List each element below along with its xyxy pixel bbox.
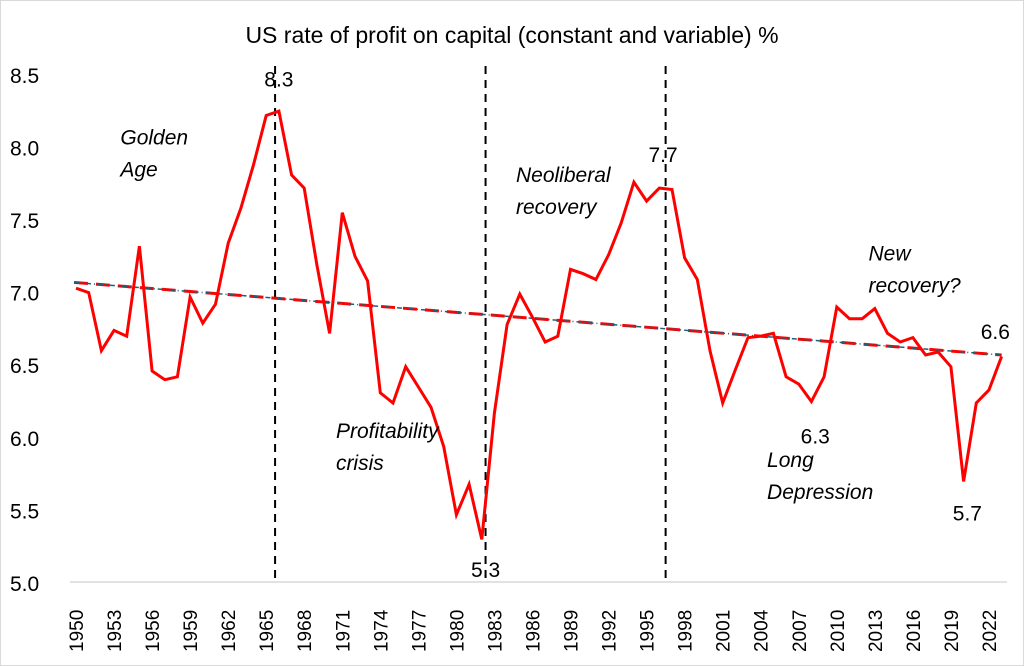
data-label: 7.7 xyxy=(648,144,677,167)
chart-title: US rate of profit on capital (constant a… xyxy=(245,22,778,48)
annotation-line: Long xyxy=(767,449,814,472)
period-annotation: Profitability crisis xyxy=(336,420,440,475)
x-tick-label: 1980 xyxy=(447,610,468,652)
x-tick-label: 2001 xyxy=(714,610,735,652)
annotation-line: Golden xyxy=(120,126,188,149)
x-tick-label: 2022 xyxy=(980,610,1001,652)
x-tick-label: 2019 xyxy=(942,610,963,652)
x-tick-label: 2010 xyxy=(828,610,849,652)
x-tick-label: 1968 xyxy=(295,610,316,652)
period-annotation: Long Depression xyxy=(767,449,873,504)
data-labels: 8.3 5.3 7.7 6.3 5.7 6.6 xyxy=(264,68,1010,582)
trend-dashed-line xyxy=(73,280,1002,357)
y-tick-label: 5.0 xyxy=(10,573,39,596)
x-tick-label: 1983 xyxy=(485,610,506,652)
data-label: 5.3 xyxy=(471,559,500,582)
x-tick-label: 1992 xyxy=(600,610,621,652)
x-tick-label: 2016 xyxy=(904,610,925,652)
data-label: 8.3 xyxy=(264,68,293,91)
data-label: 6.3 xyxy=(801,426,830,449)
y-tick-label: 7.0 xyxy=(10,283,39,306)
profit-rate-line xyxy=(75,109,1004,540)
annotation-line: crisis xyxy=(336,452,384,475)
x-tick-label: 1959 xyxy=(181,610,202,652)
period-annotation: New recovery? xyxy=(869,243,962,298)
data-label: 5.7 xyxy=(953,503,982,526)
x-tick-label: 1956 xyxy=(143,610,164,652)
y-tick-label: 5.5 xyxy=(10,500,39,523)
y-tick-label: 8.0 xyxy=(10,137,39,160)
data-label: 6.6 xyxy=(981,321,1010,344)
annotation-line: Depression xyxy=(767,481,873,504)
x-tick-label: 1971 xyxy=(333,610,354,652)
x-tick-label: 2013 xyxy=(866,610,887,652)
y-tick-label: 7.5 xyxy=(10,210,39,233)
x-tick-label: 2007 xyxy=(790,610,811,652)
x-tick-label: 1962 xyxy=(219,610,240,652)
y-axis: 5.0 5.5 6.0 6.5 7.0 7.5 8.0 8.5 xyxy=(10,65,39,596)
annotation-line: New xyxy=(869,243,913,266)
annotation-line: recovery xyxy=(516,196,598,219)
annotation-line: Neoliberal xyxy=(516,164,612,187)
annotation-line: recovery? xyxy=(869,275,962,298)
x-tick-label: 1950 xyxy=(67,610,88,652)
profit-series xyxy=(75,109,1004,540)
period-annotations: Golden Age Profitability crisis Neoliberal re… xyxy=(118,126,961,503)
x-tick-label: 1998 xyxy=(676,610,697,652)
x-tick-label: 1995 xyxy=(638,610,659,652)
x-tick-label: 2004 xyxy=(752,609,773,652)
x-tick-label: 1977 xyxy=(409,610,430,652)
x-tick-label: 1986 xyxy=(523,610,544,652)
period-dividers xyxy=(274,66,667,582)
x-tick-label: 1974 xyxy=(371,609,392,652)
annotation-line: Age xyxy=(118,158,157,181)
period-annotation: Neoliberal recovery xyxy=(516,164,612,219)
y-tick-label: 6.5 xyxy=(10,355,39,378)
x-tick-label: 1965 xyxy=(257,610,278,652)
period-annotation: Golden Age xyxy=(118,126,188,181)
trend-line xyxy=(73,280,1002,357)
annotation-line: Profitability xyxy=(336,420,440,443)
x-tick-label: 1953 xyxy=(105,610,126,652)
y-tick-label: 6.0 xyxy=(10,428,39,451)
y-tick-label: 8.5 xyxy=(10,65,39,88)
x-axis: 1950 1953 1956 1959 1962 1965 1968 1971 1974 1977… xyxy=(67,609,1001,652)
x-tick-label: 1989 xyxy=(562,610,583,652)
